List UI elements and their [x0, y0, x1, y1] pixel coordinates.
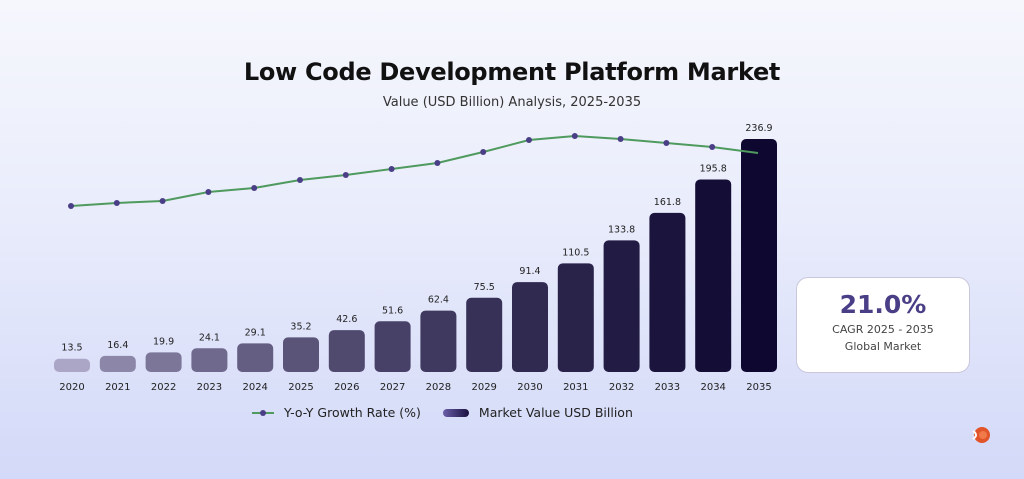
x-tick-label: 2029: [471, 382, 496, 393]
x-tick-label: 2028: [426, 382, 451, 393]
bar-2022: [145, 352, 182, 372]
chart-subtitle: Value (USD Billion) Analysis, 2025-2035: [382, 95, 642, 110]
bar-value-label: 161.8: [654, 197, 681, 208]
growth-point-2024: [251, 185, 258, 191]
chart-title: Low Code Development Platform Market: [243, 58, 781, 86]
bar-value-label: 13.5: [61, 343, 82, 354]
x-tick-label: 2024: [242, 382, 267, 393]
x-tick-label: 2022: [151, 382, 176, 393]
bar-2023: [191, 348, 228, 372]
bar-value-label: 110.5: [562, 247, 589, 258]
growth-point-2028: [434, 160, 441, 166]
x-tick-label: 2026: [334, 382, 359, 393]
bar-2020: [54, 358, 90, 372]
growth-point-2021: [113, 200, 120, 206]
growth-point-2025: [297, 177, 303, 183]
growth-point-2026: [342, 172, 349, 178]
bar-swatch-icon: [442, 408, 469, 417]
legend-label-growth: Y-o-Y Growth Rate (%): [284, 405, 421, 420]
bar-2031: [557, 263, 594, 372]
bar-2035: [741, 139, 777, 372]
bar-2024: [237, 343, 274, 372]
x-tick-label: 2032: [609, 382, 634, 393]
x-tick-label: 2035: [746, 382, 771, 393]
x-tick-label: 2021: [105, 382, 130, 393]
bar-value-label: 24.1: [199, 332, 220, 343]
cagr-label: CAGR 2025 - 2035: [832, 323, 934, 336]
bar-2033: [649, 212, 686, 372]
bar-value-label: 35.2: [290, 321, 311, 332]
growth-point-2030: [526, 137, 532, 143]
growth-point-2023: [205, 189, 212, 195]
x-tick-label: 2034: [700, 382, 725, 393]
cagr-value: 21.0%: [839, 290, 927, 319]
bar-2021: [99, 355, 136, 372]
x-tick-label: 2023: [197, 382, 222, 393]
legend-item-market: Market Value USD Billion: [442, 405, 633, 420]
x-tick-label: 2030: [517, 382, 542, 393]
bar-value-label: 16.4: [107, 340, 128, 351]
growth-line: [70, 134, 759, 207]
growth-point-2034: [709, 144, 716, 150]
growth-point-2022: [159, 198, 166, 204]
legend: Y-o-Y Growth Rate (%) Market Value USD B…: [252, 405, 655, 420]
x-tick-label: 2033: [655, 382, 680, 393]
growth-point-2029: [480, 149, 487, 155]
growth-point-2020: [68, 203, 74, 209]
bar-2028: [420, 310, 457, 372]
bar-value-label: 91.4: [519, 266, 540, 277]
growth-point-2031: [571, 133, 578, 139]
bar-value-label: 75.5: [474, 282, 495, 293]
bar-value-label: 236.9: [745, 123, 772, 134]
bar-2034: [695, 179, 732, 372]
bar-2025: [283, 337, 319, 372]
bar-2026: [328, 330, 365, 372]
legend-label-market: Market Value USD Billion: [478, 405, 633, 420]
bar-value-label: 42.6: [336, 314, 357, 325]
bar-value-label: 19.9: [153, 336, 174, 347]
orange-circle-logo-icon: [972, 427, 990, 443]
line-marker-icon: [252, 409, 274, 416]
bar-value-label: 195.8: [700, 163, 727, 174]
bar-value-label: 62.4: [428, 295, 449, 306]
cagr-card: 21.0% CAGR 2025 - 2035 Global Market: [796, 277, 970, 373]
bar-2032: [603, 240, 640, 372]
bar-value-label: 133.8: [608, 224, 635, 235]
x-tick-label: 2031: [563, 382, 588, 393]
cagr-scope: Global Market: [844, 340, 922, 353]
growth-point-2032: [617, 136, 624, 142]
bar-2027: [374, 321, 411, 372]
growth-point-2027: [388, 166, 395, 172]
x-tick-label: 2025: [288, 382, 313, 393]
bar-2029: [466, 297, 503, 372]
bar-value-label: 51.6: [382, 305, 403, 316]
x-tick-label: 2020: [59, 382, 84, 393]
bar-2030: [512, 282, 548, 372]
x-tick-label: 2027: [380, 382, 405, 393]
growth-point-2033: [663, 140, 670, 146]
bar-value-label: 29.1: [245, 327, 266, 338]
legend-item-growth: Y-o-Y Growth Rate (%): [252, 405, 421, 420]
